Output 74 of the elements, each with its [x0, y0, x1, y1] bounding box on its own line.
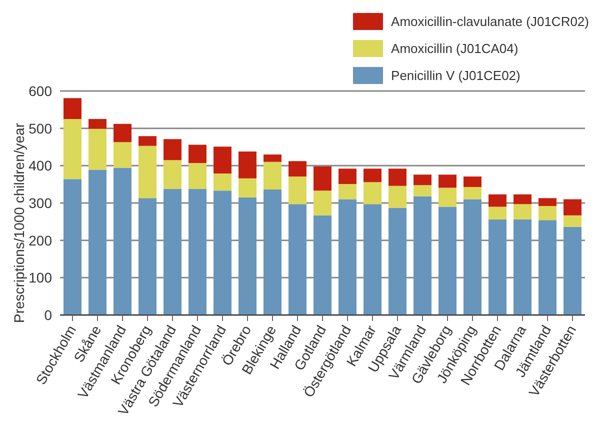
bar — [364, 168, 382, 182]
bar — [214, 146, 232, 174]
bar — [214, 174, 232, 191]
y-tick-label: 600 — [28, 82, 52, 99]
bar — [464, 186, 482, 200]
bar — [88, 170, 106, 315]
bar — [164, 160, 182, 189]
bar — [564, 226, 582, 315]
bar — [488, 219, 506, 315]
bar — [564, 215, 582, 227]
legend-label: Penicillin V (J01CE02) — [391, 68, 520, 83]
bar — [188, 163, 206, 189]
bar — [438, 174, 456, 188]
legend-label: Amoxicillin (J01CA04) — [391, 41, 518, 56]
bar — [388, 186, 406, 208]
bar — [438, 188, 456, 207]
bar — [288, 161, 306, 176]
y-tick-label: 100 — [28, 270, 52, 286]
bar — [338, 168, 356, 184]
bar — [414, 196, 432, 315]
y-tick-label: 500 — [28, 120, 52, 136]
bar — [388, 208, 406, 315]
bar — [138, 136, 156, 146]
y-axis-title: Prescriptions/1000 children/year — [10, 122, 27, 323]
bar — [488, 206, 506, 220]
bar — [538, 198, 556, 206]
bar — [64, 98, 82, 119]
legend-label: Amoxicillin-clavulanate (J01CR02) — [391, 14, 589, 29]
y-tick-label: 0 — [44, 306, 52, 323]
bar — [238, 197, 256, 315]
bar — [188, 144, 206, 164]
bar — [138, 198, 156, 315]
bar — [514, 204, 532, 220]
bar — [238, 178, 256, 198]
bar — [188, 188, 206, 315]
bar — [338, 184, 356, 200]
bar — [238, 151, 256, 178]
bar — [314, 215, 332, 315]
bar — [414, 174, 432, 186]
bar — [488, 194, 506, 207]
bar — [64, 179, 82, 315]
bar — [564, 199, 582, 216]
bar — [114, 168, 132, 315]
bar — [264, 190, 282, 315]
bar — [214, 190, 232, 315]
bar — [264, 154, 282, 162]
bar — [438, 206, 456, 315]
y-tick-label: 400 — [28, 158, 52, 174]
bar — [464, 176, 482, 187]
bar — [114, 124, 132, 142]
bar — [414, 185, 432, 196]
bar — [364, 182, 382, 204]
bar — [364, 204, 382, 315]
bar — [164, 188, 182, 315]
bar — [538, 220, 556, 315]
bar — [264, 162, 282, 190]
y-tick-label: 200 — [28, 232, 52, 248]
bar — [88, 119, 106, 129]
bar — [138, 146, 156, 198]
bar — [114, 142, 132, 168]
bar — [64, 119, 82, 180]
bar — [164, 139, 182, 160]
y-tick-label: 300 — [28, 194, 52, 211]
bar — [514, 194, 532, 204]
bar — [464, 199, 482, 315]
bar — [88, 128, 106, 170]
bar — [514, 219, 532, 315]
bar — [338, 199, 356, 315]
bar — [288, 204, 306, 315]
bar — [288, 176, 306, 204]
bar — [538, 206, 556, 220]
bar — [314, 166, 332, 191]
bar — [314, 190, 332, 216]
bar — [388, 168, 406, 186]
